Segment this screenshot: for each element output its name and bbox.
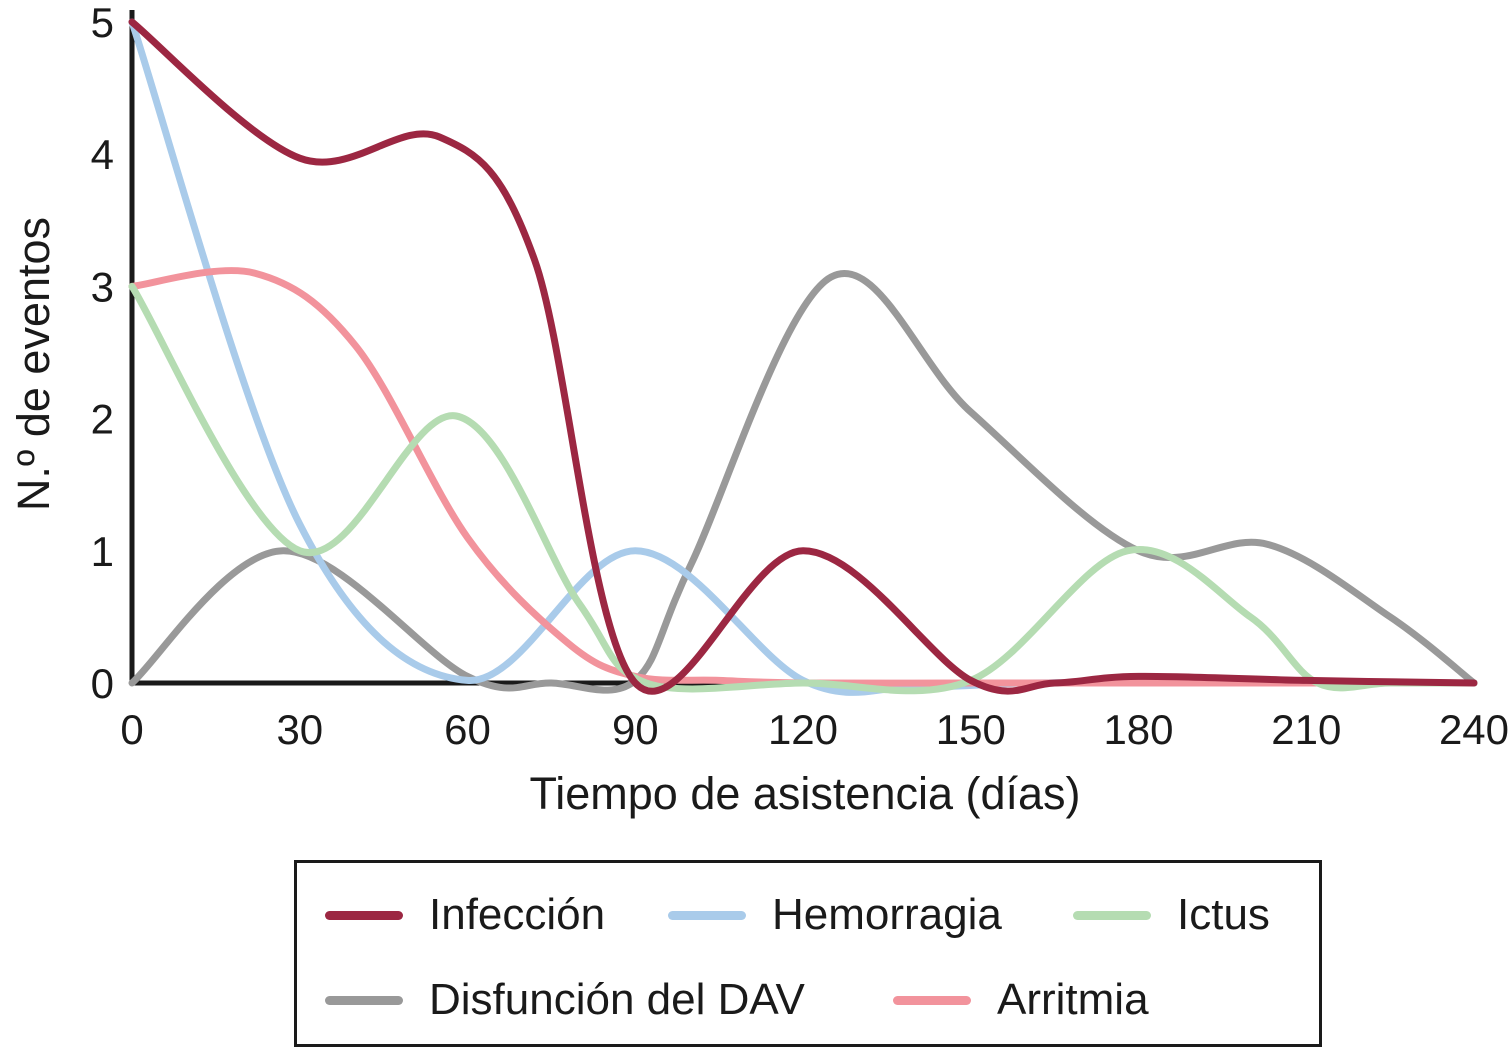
legend-item-arritmia: Arritmia	[893, 972, 1149, 1028]
y-tick-label: 5	[91, 0, 114, 46]
legend-label-infeccion: Infección	[429, 890, 606, 939]
curve-infeccion	[128, 18, 1478, 695]
chart-legend: Infección Hemorragia Ictus Disfunción de…	[294, 860, 1322, 1047]
curve-ictus	[128, 282, 1478, 695]
y-axis-title: N.º de eventos	[8, 216, 59, 512]
legend-label-ictus: Ictus	[1177, 890, 1270, 939]
legend-label-hemorragia: Hemorragia	[772, 890, 1002, 939]
y-tick-label: 4	[91, 131, 114, 178]
x-tick-label: 30	[276, 706, 323, 753]
infeccion-line-swatch	[325, 910, 403, 920]
y-tick-label: 1	[91, 528, 114, 575]
curve-arritmia	[128, 267, 1478, 687]
x-tick-label: 150	[936, 706, 1006, 753]
y-tick-label: 0	[91, 660, 114, 707]
ictus-line-swatch	[1073, 910, 1151, 920]
x-tick-label: 0	[120, 706, 143, 753]
legend-item-infeccion: Infección	[325, 887, 605, 943]
disfuncion-del-dav-line-swatch	[325, 995, 403, 1005]
x-tick-label: 240	[1439, 706, 1509, 753]
legend-label-disfuncion-del-dav: Disfunción del DAV	[429, 975, 805, 1024]
y-tick-label: 2	[91, 396, 114, 443]
x-tick-label: 210	[1271, 706, 1341, 753]
legend-item-hemorragia: Hemorragia	[668, 887, 1002, 943]
x-axis-title: Tiempo de asistencia (días)	[529, 768, 1081, 819]
curve-hemorragia	[128, 18, 1478, 696]
arritmia-line-swatch	[893, 995, 971, 1005]
hemorragia-line-swatch	[668, 910, 746, 920]
legend-item-disfuncion-del-dav: Disfunción del DAV	[325, 972, 805, 1028]
x-tick-label: 120	[768, 706, 838, 753]
x-tick-label: 180	[1103, 706, 1173, 753]
y-tick-label: 3	[91, 263, 114, 310]
x-tick-label: 90	[612, 706, 659, 753]
legend-label-arritmia: Arritmia	[997, 975, 1149, 1024]
x-tick-label: 60	[444, 706, 491, 753]
legend-item-ictus: Ictus	[1073, 887, 1270, 943]
curve-disfuncion-del-dav	[128, 270, 1478, 694]
